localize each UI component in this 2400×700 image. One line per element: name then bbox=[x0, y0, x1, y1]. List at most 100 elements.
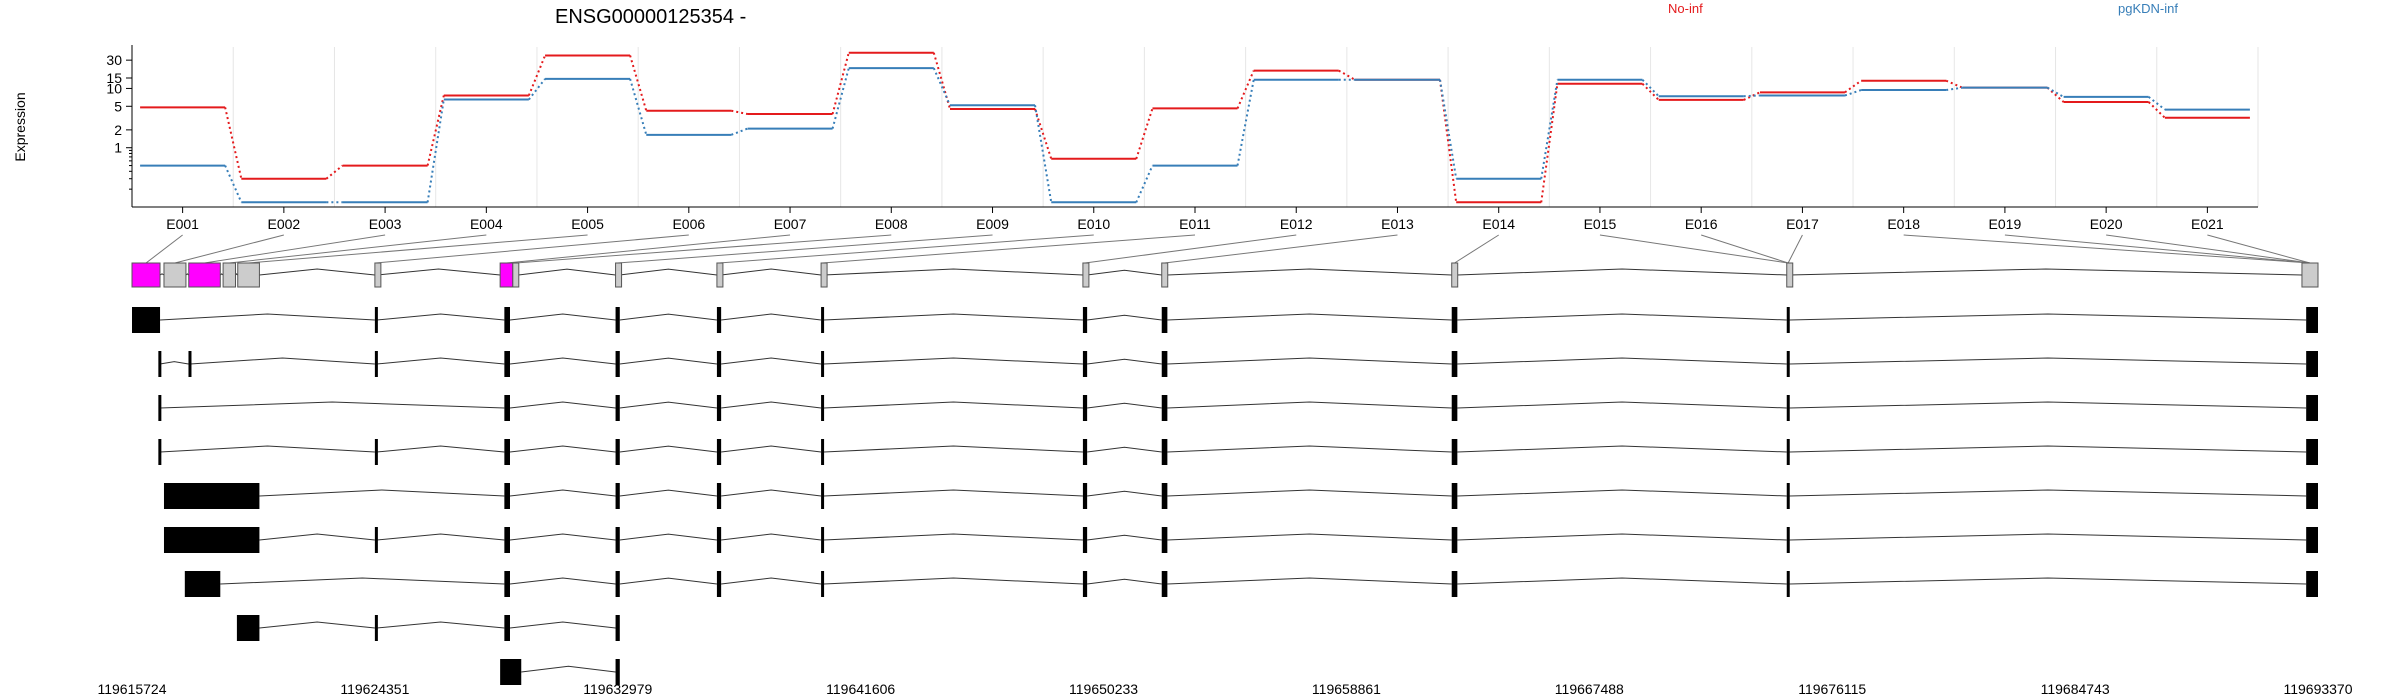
intron-line bbox=[1087, 314, 1162, 321]
transcript-exon bbox=[821, 483, 825, 509]
series-connector bbox=[1844, 79, 1862, 94]
x-tick-label: E020 bbox=[2090, 216, 2123, 232]
transcript-exon bbox=[1786, 351, 1790, 377]
transcript-exon bbox=[158, 395, 162, 421]
legend-label-no-inf: No-inf bbox=[1668, 1, 1703, 16]
exon-connector bbox=[515, 234, 892, 264]
intron-line bbox=[721, 357, 822, 365]
transcript-exon bbox=[716, 527, 722, 553]
y-tick-label: 10 bbox=[106, 80, 122, 96]
intron-line bbox=[1457, 313, 1787, 321]
series-connector bbox=[224, 165, 243, 203]
exon-connector bbox=[506, 234, 791, 264]
transcript-exon bbox=[1161, 571, 1168, 597]
intron-line bbox=[1167, 445, 1452, 453]
transcript-exon bbox=[1786, 307, 1790, 333]
intron-line bbox=[1457, 577, 1787, 585]
intron-line bbox=[721, 268, 822, 276]
series-connector bbox=[2046, 86, 2065, 98]
gene-model-exon bbox=[1786, 262, 1794, 288]
transcript-exon bbox=[374, 439, 378, 465]
x-tick-label: E015 bbox=[1584, 216, 1617, 232]
y-tick-label: 2 bbox=[114, 122, 122, 138]
transcript-exon bbox=[1082, 527, 1088, 553]
intron-line bbox=[160, 401, 505, 409]
intron-line bbox=[376, 313, 505, 321]
series-connector bbox=[527, 55, 546, 96]
transcript-exon bbox=[615, 395, 620, 421]
transcript-exon bbox=[615, 527, 620, 553]
gene-model-exon bbox=[512, 262, 520, 288]
genomic-tick-label: 119693370 bbox=[2283, 681, 2352, 697]
series-connector bbox=[528, 78, 546, 101]
gene-model-exon bbox=[188, 262, 221, 288]
genomic-tick-label: 119684743 bbox=[2041, 681, 2110, 697]
genomic-tick-label: 119658861 bbox=[1312, 681, 1381, 697]
series-connector bbox=[2147, 101, 2166, 119]
transcript-exon bbox=[504, 483, 510, 509]
transcript-exon bbox=[1161, 351, 1168, 377]
intron-line bbox=[823, 533, 1083, 541]
intron-line bbox=[509, 621, 616, 629]
series-connector bbox=[426, 99, 445, 203]
series-connector bbox=[1034, 108, 1053, 160]
series-connector bbox=[224, 107, 243, 179]
intron-line bbox=[721, 533, 822, 541]
transcript-exon bbox=[504, 527, 510, 553]
transcript-exon bbox=[1161, 483, 1168, 509]
x-tick-label: E013 bbox=[1381, 216, 1414, 232]
x-tick-label: E016 bbox=[1685, 216, 1718, 232]
exon-connector bbox=[2207, 234, 2311, 264]
transcript-exon bbox=[615, 615, 620, 641]
intron-line bbox=[1087, 269, 1162, 276]
series-connector bbox=[426, 95, 445, 166]
gene-model-exon bbox=[820, 262, 828, 288]
transcript-exon bbox=[1786, 395, 1790, 421]
intron-line bbox=[823, 313, 1083, 321]
intron-line bbox=[1087, 358, 1162, 365]
exon-connector bbox=[229, 234, 487, 264]
transcript-exon bbox=[716, 351, 722, 377]
series-connector bbox=[325, 164, 344, 180]
transcript-exon bbox=[821, 439, 825, 465]
transcript-exon bbox=[1451, 307, 1458, 333]
gene-model-exon bbox=[237, 262, 260, 288]
transcript-exon bbox=[374, 527, 378, 553]
legend-label-pgkdn-inf: pgKDN-inf bbox=[2118, 1, 2178, 16]
intron-line bbox=[509, 489, 616, 497]
transcript-track bbox=[158, 395, 2318, 421]
intron-line bbox=[259, 489, 505, 497]
intron-line bbox=[1457, 533, 1787, 541]
intron-line bbox=[259, 268, 375, 276]
intron-line bbox=[190, 357, 375, 365]
transcript-exon bbox=[188, 351, 192, 377]
transcript-track bbox=[500, 659, 620, 685]
exon-connector bbox=[1701, 234, 1789, 264]
intron-line bbox=[1167, 401, 1452, 409]
intron-line bbox=[1789, 357, 2307, 365]
x-tick-label: E005 bbox=[571, 216, 604, 232]
transcript-exon bbox=[615, 483, 620, 509]
intron-line bbox=[1167, 357, 1452, 365]
intron-line bbox=[1789, 313, 2307, 321]
intron-line bbox=[1087, 578, 1162, 585]
intron-line bbox=[721, 445, 822, 453]
y-tick-label: 5 bbox=[114, 98, 122, 114]
genomic-coordinate-axis: 119615724 119624351 119632979 119641606 1196… bbox=[97, 681, 2352, 697]
intron-line bbox=[1457, 445, 1787, 453]
transcript-exon bbox=[1161, 395, 1168, 421]
intron-line bbox=[1457, 357, 1787, 365]
transcript-exon bbox=[374, 307, 378, 333]
x-tick-label: E008 bbox=[875, 216, 908, 232]
transcript-track bbox=[236, 615, 620, 641]
transcript-exon bbox=[2306, 395, 2318, 421]
intron-line bbox=[376, 445, 505, 453]
intron-line bbox=[1789, 401, 2307, 409]
exon-connector bbox=[1903, 234, 2311, 264]
intron-line bbox=[619, 357, 717, 365]
intron-line bbox=[1087, 534, 1162, 541]
intron-line bbox=[159, 361, 189, 365]
intron-line bbox=[721, 489, 822, 497]
transcript-exon bbox=[236, 615, 260, 641]
transcript-exon bbox=[1082, 483, 1088, 509]
